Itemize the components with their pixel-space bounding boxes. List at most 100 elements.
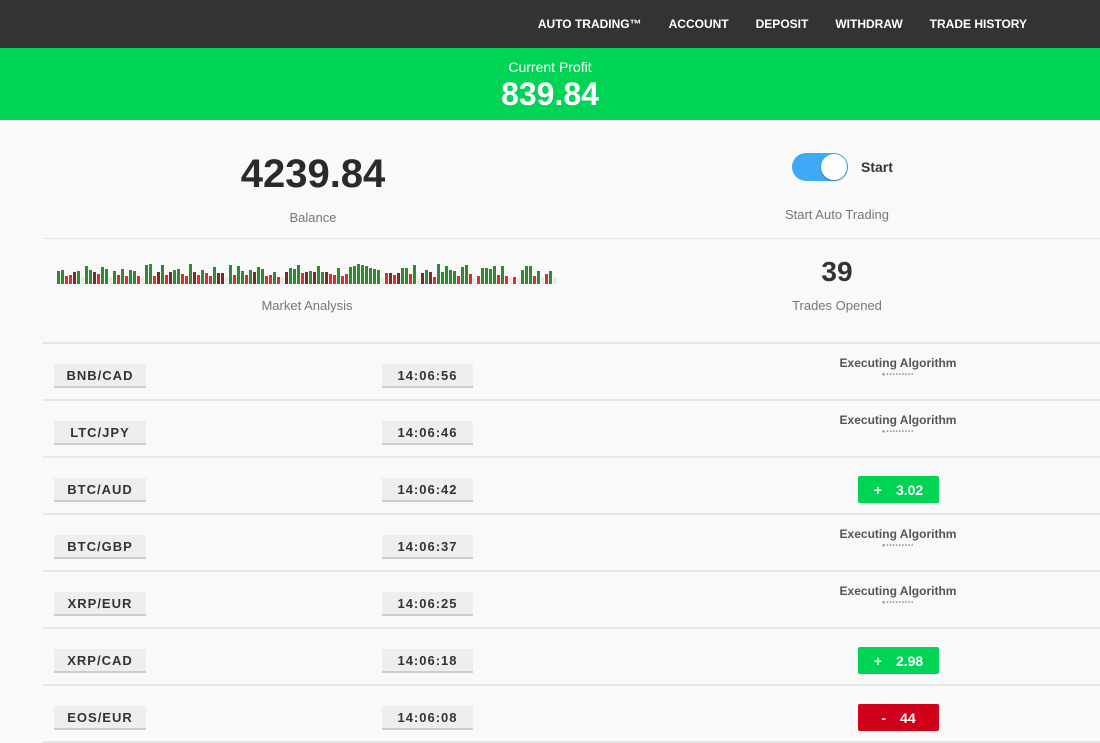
market-bar: [89, 269, 92, 284]
market-bar: [493, 265, 496, 284]
market-bar: [517, 277, 520, 284]
start-label: Start: [861, 159, 893, 175]
balance-label: Balance: [289, 210, 337, 225]
market-bar: [521, 270, 524, 284]
profit-value: 839.84: [501, 76, 599, 112]
market-bar: [461, 266, 464, 284]
market-bar: [105, 268, 108, 284]
market-bar: [489, 268, 492, 284]
market-bar: [425, 269, 428, 284]
pair-badge: XRP/CAD: [54, 649, 146, 673]
market-bar: [253, 272, 256, 284]
profit-label: Current Profit: [508, 59, 592, 75]
market-bar: [381, 277, 384, 284]
market-bar: [125, 275, 128, 284]
market-bar: [325, 271, 328, 284]
market-bar: [545, 274, 548, 284]
market-bar: [541, 277, 544, 284]
progress-dots: ●•••••••••: [881, 600, 915, 606]
market-bar: [373, 269, 376, 284]
result-value: 3.02: [895, 481, 924, 498]
progress-dots: ●•••••••••: [881, 429, 915, 435]
nav-auto-trading[interactable]: AUTO TRADING™: [537, 17, 642, 31]
nav-withdraw[interactable]: WITHDRAW: [835, 17, 903, 31]
divider: [43, 238, 1100, 239]
auto-trading-toggle[interactable]: [792, 153, 848, 181]
market-bar: [449, 269, 452, 284]
market-bar: [313, 271, 316, 284]
market-bar: [269, 274, 272, 284]
market-bar: [305, 271, 308, 284]
pair-badge: BNB/CAD: [54, 364, 146, 388]
market-bar: [285, 272, 288, 284]
market-bar: [141, 277, 144, 284]
market-bar: [181, 274, 184, 284]
market-bar: [537, 271, 540, 284]
market-bar: [93, 272, 96, 284]
progress-dots: ●•••••••••: [881, 372, 915, 378]
trade-row: LTC/JPY 14:06:46 Executing Algorithm ●•••••…: [43, 401, 1100, 458]
pair-badge: LTC/JPY: [54, 421, 146, 445]
market-bar: [149, 264, 152, 284]
market-bar: [129, 270, 132, 284]
market-bar: [177, 268, 180, 284]
market-bar: [73, 271, 76, 284]
market-bar: [529, 266, 532, 284]
market-bar: [337, 267, 340, 284]
result-badge: -44: [858, 704, 939, 731]
nav-account[interactable]: ACCOUNT: [668, 17, 729, 31]
market-bar: [189, 264, 192, 284]
market-bar: [209, 275, 212, 284]
market-bar: [349, 267, 352, 284]
market-bar: [413, 264, 416, 284]
balance-value: 4239.84: [240, 152, 386, 196]
market-bar: [233, 274, 236, 284]
market-bar: [113, 271, 116, 284]
market-bar: [485, 268, 488, 284]
market-bar: [157, 271, 160, 284]
market-bar: [237, 265, 240, 284]
auto-trading-label: Start Auto Trading: [784, 207, 890, 222]
market-bar: [77, 270, 80, 284]
market-bar: [329, 274, 332, 284]
trade-row: BTC/GBP 14:06:37 Executing Algorithm ●•••••…: [43, 515, 1100, 572]
executing-status: Executing Algorithm ●•••••••••: [818, 413, 978, 435]
trades-opened-label: Trades Opened: [792, 298, 882, 313]
nav-deposit[interactable]: DEPOSIT: [755, 17, 809, 31]
market-bar: [369, 267, 372, 284]
pair-badge: EOS/EUR: [54, 706, 146, 730]
result-sign: -: [881, 709, 887, 726]
market-bar: [97, 274, 100, 284]
market-bar: [205, 273, 208, 284]
market-bar: [109, 276, 112, 284]
market-bar: [201, 270, 204, 284]
time-badge: 14:06:42: [382, 478, 473, 502]
trades-opened-value: 39: [821, 256, 853, 287]
nav-trade-history[interactable]: TRADE HISTORY: [929, 17, 1027, 31]
market-bar: [173, 270, 176, 284]
market-bar: [85, 265, 88, 284]
market-bar: [357, 264, 360, 284]
market-bar: [153, 276, 156, 284]
time-badge: 14:06:25: [382, 592, 473, 616]
market-bar: [145, 264, 148, 284]
market-bar: [433, 276, 436, 284]
time-badge: 14:06:37: [382, 535, 473, 559]
pair-badge: BTC/GBP: [54, 535, 146, 559]
market-bar: [385, 273, 388, 284]
market-bar: [361, 265, 364, 284]
market-bar: [289, 268, 292, 284]
market-bar: [281, 277, 284, 284]
market-bar: [473, 277, 476, 284]
market-bar: [469, 274, 472, 284]
market-analysis-label: Market Analysis: [261, 298, 353, 313]
market-bar: [309, 271, 312, 284]
market-bar: [401, 268, 404, 284]
market-bar: [437, 264, 440, 284]
market-bar: [533, 275, 536, 284]
market-bar: [121, 268, 124, 284]
market-bar: [165, 275, 168, 284]
market-bar: [525, 266, 528, 284]
executing-status: Executing Algorithm ●•••••••••: [818, 527, 978, 549]
market-bar: [57, 271, 60, 284]
